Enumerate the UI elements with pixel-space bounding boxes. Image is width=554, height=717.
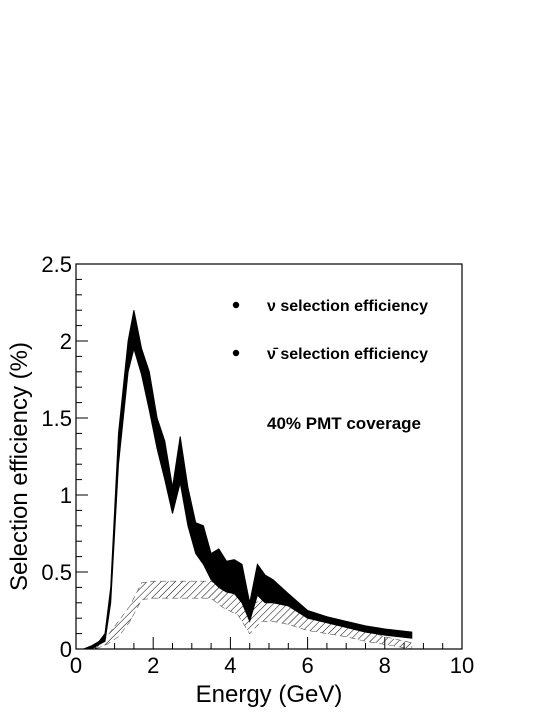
axis-ticks: [75, 263, 463, 650]
x-tick-label: 4: [224, 653, 236, 678]
x-tick-label: 2: [147, 653, 159, 678]
x-tick-label: 6: [301, 653, 313, 678]
axis-tick-labels: 0 2 4 6 8 10 0 0.5 1 1.5 2 2.5: [41, 252, 474, 678]
legend-marker-nu: [232, 301, 240, 309]
y-tick-label: 1.5: [41, 406, 72, 431]
y-tick-label: 0: [60, 637, 72, 662]
y-tick-label: 0.5: [41, 560, 72, 585]
legend-label-nubar: ν̄ selection efficiency: [267, 346, 428, 363]
legend-marker-nubar: [232, 349, 240, 357]
legend: ν selection efficiency ν̄ selection effi…: [232, 298, 428, 363]
nubar-efficiency-band: [95, 580, 413, 650]
x-tick-label: 10: [450, 653, 474, 678]
x-tick-label: 8: [379, 653, 391, 678]
legend-label-nu: ν selection efficiency: [267, 298, 428, 315]
y-tick-label: 2.5: [41, 252, 72, 277]
pmt-coverage-annotation: 40% PMT coverage: [267, 414, 421, 433]
y-tick-label: 1: [60, 483, 72, 508]
x-axis-title: Energy (GeV): [196, 681, 343, 708]
x-tick-label: 0: [70, 653, 82, 678]
y-axis-title: Selection efficiency (%): [6, 342, 33, 591]
nu-efficiency-band: [83, 310, 413, 650]
y-tick-label: 2: [60, 329, 72, 354]
series-bands: [83, 310, 413, 650]
